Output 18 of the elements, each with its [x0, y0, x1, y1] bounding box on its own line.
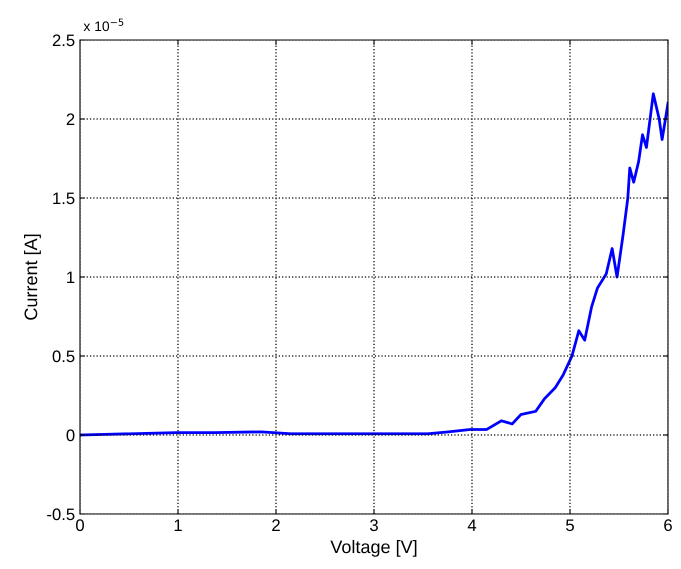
x-tick-label: 2	[272, 519, 280, 531]
y-tick-label: 0	[66, 429, 74, 442]
y-tick-label: 2.5	[52, 34, 74, 46]
x-tick-label: 6	[664, 519, 672, 532]
x-tick-label: 5	[566, 519, 574, 532]
y-tick-label: -0.5	[47, 508, 74, 520]
y-tick-label: 1.5	[53, 192, 74, 204]
y-axis-title: Current [A]	[24, 234, 41, 320]
y-tick-label: 2	[66, 113, 74, 126]
x-tick-label: 4	[468, 519, 476, 531]
x-tick-label: 0	[76, 519, 84, 532]
text: x 10$^{−5}$	[84, 18, 124, 32]
line-series	[80, 92, 668, 436]
x-tick-label: 1	[174, 519, 182, 531]
x-tick-label: 3	[370, 519, 378, 532]
y-tick-label: 0.5	[52, 350, 74, 362]
y-tick-label: 1	[67, 272, 74, 284]
x-axis-title: Voltage [V]	[330, 540, 416, 557]
